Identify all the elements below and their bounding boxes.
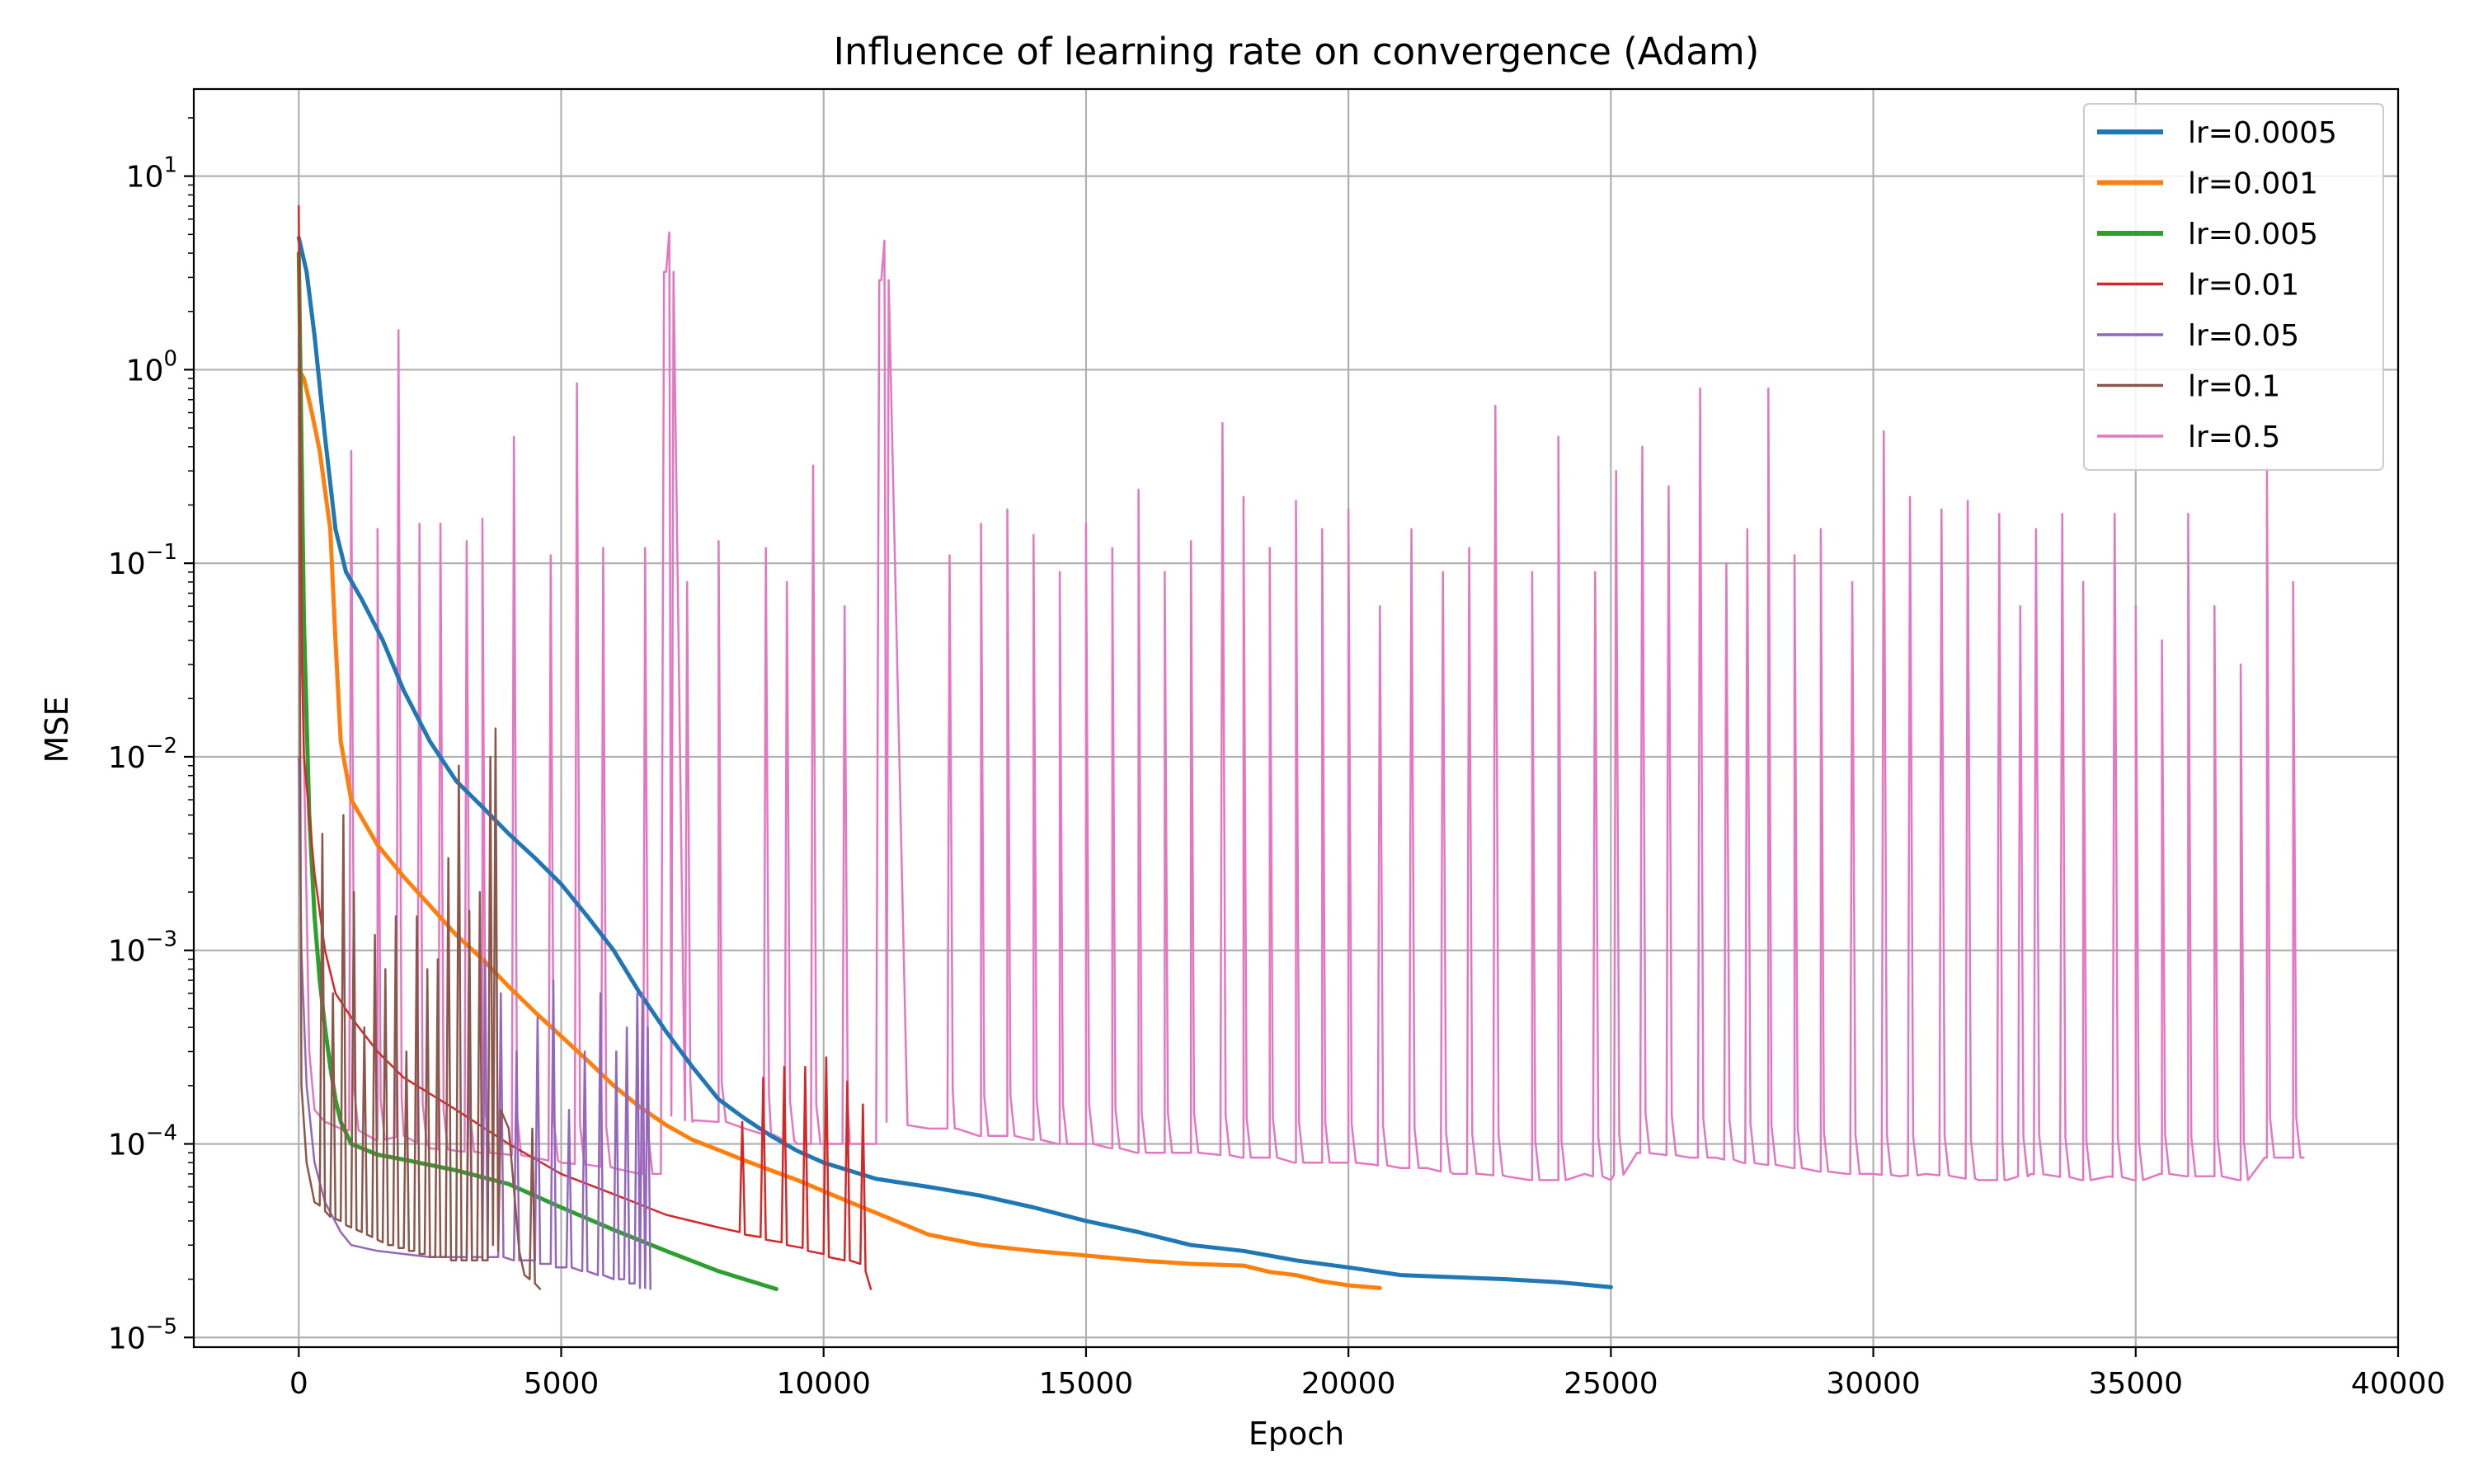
y-tick-exponent: −2 (146, 734, 177, 758)
y-tick-label: 10−1 (108, 540, 177, 581)
y-tick-label: 100 (126, 346, 177, 387)
y-tick-label: 101 (126, 153, 177, 195)
x-tick-label: 5000 (524, 1367, 600, 1401)
y-tick-base: 10 (126, 354, 164, 387)
x-tick-label: 20000 (1301, 1367, 1396, 1401)
legend-label: lr=0.005 (2188, 218, 2318, 251)
y-tick-exponent: 0 (163, 346, 177, 371)
legend-label: lr=0.01 (2188, 269, 2299, 303)
series-line-lr-0-1 (298, 334, 542, 1290)
x-tick-label: 10000 (776, 1367, 871, 1401)
y-tick-base: 10 (108, 741, 146, 775)
y-tick-base: 10 (108, 935, 146, 969)
y-tick-base: 10 (126, 161, 164, 195)
x-tick-label: 35000 (2089, 1367, 2184, 1401)
chart-title: Influence of learning rate on convergenc… (834, 30, 1760, 73)
y-tick-exponent: 1 (163, 153, 177, 178)
legend: lr=0.0005 lr=0.001 lr=0.005 lr=0.01 lr=0.05 l… (2083, 103, 2384, 471)
x-axis-label: Epoch (1249, 1416, 1344, 1452)
x-tick-label: 15000 (1039, 1367, 1134, 1401)
y-tick-label: 10−5 (108, 1314, 177, 1355)
y-tick-exponent: −5 (146, 1314, 177, 1339)
legend-label: lr=0.0005 (2188, 116, 2337, 150)
x-tick-label: 0 (289, 1367, 308, 1401)
y-tick-base: 10 (108, 547, 146, 581)
legend-label: lr=0.5 (2188, 420, 2280, 454)
series-layer (296, 204, 2305, 1291)
y-tick-exponent: −4 (146, 1120, 177, 1145)
y-tick-label: 10−3 (108, 928, 177, 969)
x-tick-label: 25000 (1564, 1367, 1658, 1401)
x-tick-label: 40000 (2351, 1367, 2446, 1401)
axes-frame (192, 87, 2400, 1349)
y-axis-label: MSE (39, 697, 75, 763)
y-tick-label: 10−2 (108, 734, 177, 775)
ticks-layer: 0 5000 10000 15000 20000 25000 30000 35000 40000… (108, 117, 2446, 1401)
legend-label: lr=0.001 (2188, 167, 2318, 201)
legend-label: lr=0.1 (2188, 370, 2280, 404)
series-line-lr-0-001 (296, 367, 1382, 1290)
legend-box (2083, 103, 2384, 471)
x-tick-label: 30000 (1826, 1367, 1921, 1401)
series-line-lr-0-01 (298, 204, 872, 1290)
y-tick-base: 10 (108, 1322, 146, 1355)
legend-label: lr=0.05 (2188, 319, 2299, 353)
series-line-lr-0-0005 (296, 236, 1613, 1289)
y-tick-label: 10−4 (108, 1120, 177, 1162)
y-tick-exponent: −3 (146, 928, 177, 952)
series-line-lr-0-05 (298, 755, 651, 1290)
y-tick-exponent: −1 (146, 540, 177, 565)
y-tick-base: 10 (108, 1128, 146, 1162)
